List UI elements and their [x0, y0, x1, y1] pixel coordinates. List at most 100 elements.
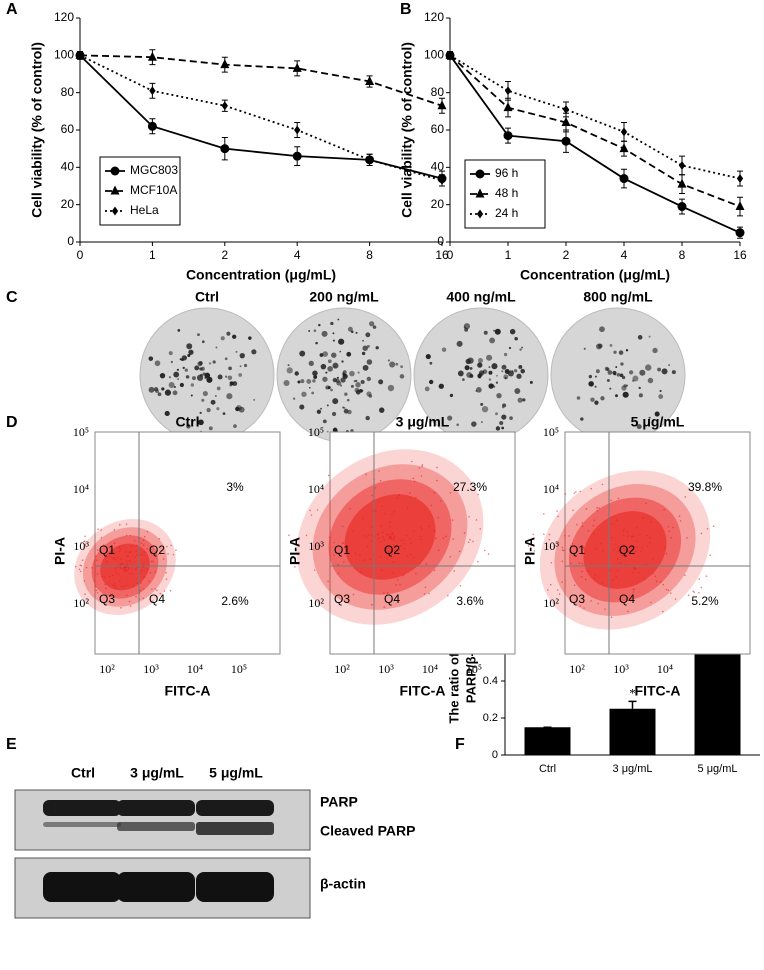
colony	[320, 363, 327, 370]
y-axis-title: Cell viability (% of control)	[399, 42, 415, 218]
event	[645, 563, 648, 566]
event	[705, 575, 708, 577]
x-tick-label: 10⁵	[701, 662, 717, 676]
colony	[227, 375, 233, 381]
colony	[395, 362, 399, 366]
colony	[636, 424, 642, 430]
colony	[576, 396, 581, 400]
event	[129, 534, 131, 537]
colony	[508, 346, 512, 350]
event	[561, 546, 564, 549]
event	[664, 546, 667, 549]
marker	[503, 102, 513, 112]
event	[635, 567, 637, 570]
colony	[308, 329, 311, 333]
event	[472, 540, 474, 543]
event	[549, 583, 552, 586]
event	[369, 558, 372, 561]
event	[576, 523, 578, 526]
colony	[622, 391, 629, 398]
legend-marker	[111, 206, 119, 216]
band-label: PARP	[320, 794, 358, 810]
event	[585, 549, 588, 552]
event	[654, 575, 657, 578]
event	[172, 553, 175, 556]
event	[393, 510, 396, 513]
event	[399, 583, 401, 586]
event	[120, 607, 122, 609]
event	[435, 537, 437, 540]
event	[581, 570, 583, 573]
event	[706, 528, 709, 530]
colony	[199, 411, 202, 415]
event	[389, 525, 392, 528]
event	[117, 556, 119, 559]
event	[406, 555, 409, 557]
event	[628, 550, 630, 552]
colony	[336, 380, 342, 386]
event	[295, 539, 298, 542]
colony	[210, 399, 216, 405]
event	[395, 584, 398, 586]
colony	[294, 371, 299, 376]
event	[621, 554, 624, 557]
event	[383, 606, 386, 608]
marker	[446, 50, 454, 60]
event	[157, 553, 160, 555]
event	[641, 517, 644, 519]
marker	[437, 100, 447, 110]
colony	[623, 384, 627, 388]
colony	[462, 378, 465, 381]
colony	[615, 394, 618, 398]
event	[587, 530, 590, 532]
event	[622, 530, 625, 532]
event	[122, 568, 125, 571]
colony	[326, 404, 329, 407]
colony	[595, 369, 600, 374]
colony	[600, 396, 605, 401]
event	[406, 507, 409, 510]
event	[386, 591, 389, 594]
event	[84, 593, 86, 596]
colony	[248, 336, 252, 340]
x-tick-label: 5 μg/mL	[698, 763, 738, 775]
plate-label: Ctrl	[195, 289, 219, 305]
event	[122, 585, 125, 588]
colony	[501, 414, 507, 420]
colony	[389, 361, 396, 368]
event	[584, 578, 587, 581]
event	[595, 547, 598, 550]
colony	[341, 360, 344, 363]
marker	[149, 86, 156, 96]
event	[359, 554, 361, 556]
event	[158, 537, 161, 540]
y-tick-label: 80	[431, 85, 445, 99]
event	[175, 549, 177, 552]
event	[333, 541, 335, 544]
plot-title: 5 μg/mL	[631, 414, 685, 430]
event	[365, 473, 367, 476]
colony	[618, 350, 624, 355]
colony	[354, 387, 360, 393]
event	[352, 593, 355, 596]
event	[421, 464, 424, 466]
colony	[495, 412, 498, 416]
event	[132, 585, 135, 587]
lane-label: 3 μg/mL	[130, 765, 184, 781]
event	[684, 574, 686, 577]
colony	[522, 398, 526, 402]
event	[84, 535, 86, 538]
colony	[637, 335, 643, 340]
event	[387, 550, 390, 553]
event	[627, 610, 629, 613]
event	[436, 466, 438, 469]
colony	[168, 382, 175, 388]
event	[420, 538, 422, 541]
quadrant-percent: 2.6%	[221, 594, 249, 608]
quadrant-label: Q2	[149, 543, 165, 557]
y-tick-label: 0.4	[483, 675, 498, 687]
event	[383, 592, 385, 594]
band	[43, 872, 121, 902]
event	[692, 590, 694, 592]
event	[115, 566, 118, 569]
